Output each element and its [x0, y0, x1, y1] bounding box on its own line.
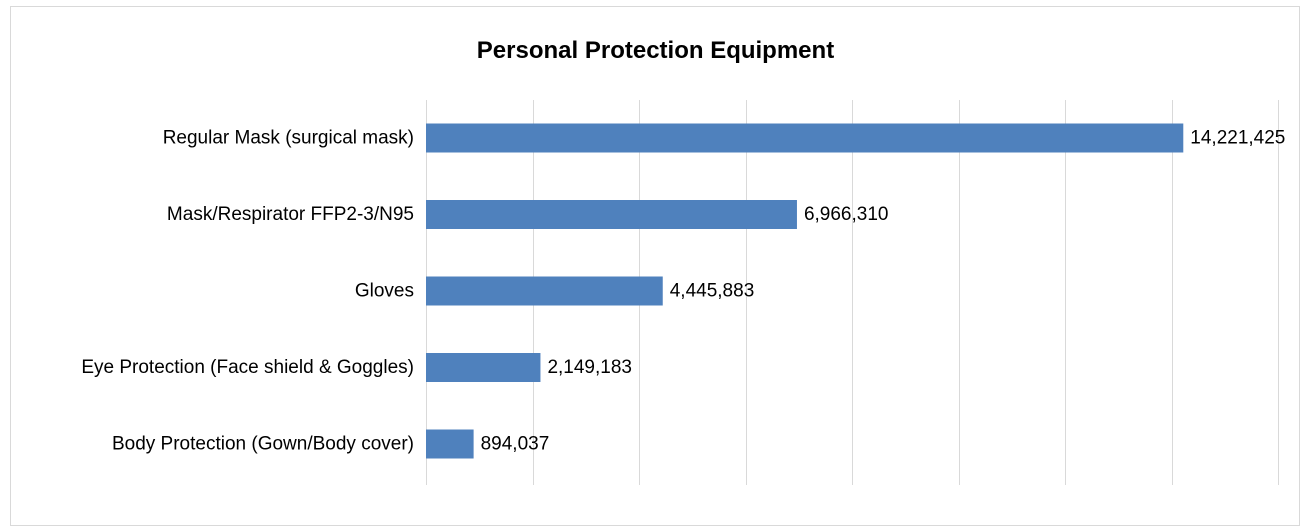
- category-label: Regular Mask (surgical mask): [163, 128, 414, 149]
- bar: [426, 353, 541, 382]
- category-label: Gloves: [355, 281, 414, 302]
- chart-title: Personal Protection Equipment: [476, 37, 835, 64]
- category-label: Mask/Respirator FFP2-3/N95: [167, 204, 414, 225]
- category-label: Body Protection (Gown/Body cover): [112, 434, 414, 455]
- bar: [426, 123, 1184, 153]
- value-labels: 14,221,425 6,966,310 4,445,883 2,149,183 894…: [481, 128, 1286, 455]
- data-label: 4,445,883: [670, 281, 755, 302]
- bar: [426, 200, 797, 229]
- chart-frame: [10, 6, 1300, 526]
- data-label: 894,037: [481, 434, 550, 455]
- bar: [426, 429, 474, 459]
- bar-chart: Regular Mask (surgical mask) Mask/Respira…: [81, 100, 1286, 485]
- category-labels: Regular Mask (surgical mask) Mask/Respira…: [81, 128, 414, 455]
- data-label: 6,966,310: [804, 204, 889, 225]
- data-label: 14,221,425: [1190, 128, 1285, 149]
- data-label: 2,149,183: [547, 357, 632, 378]
- bars: [426, 123, 1184, 459]
- bar: [426, 276, 663, 306]
- category-label: Eye Protection (Face shield & Goggles): [81, 357, 414, 378]
